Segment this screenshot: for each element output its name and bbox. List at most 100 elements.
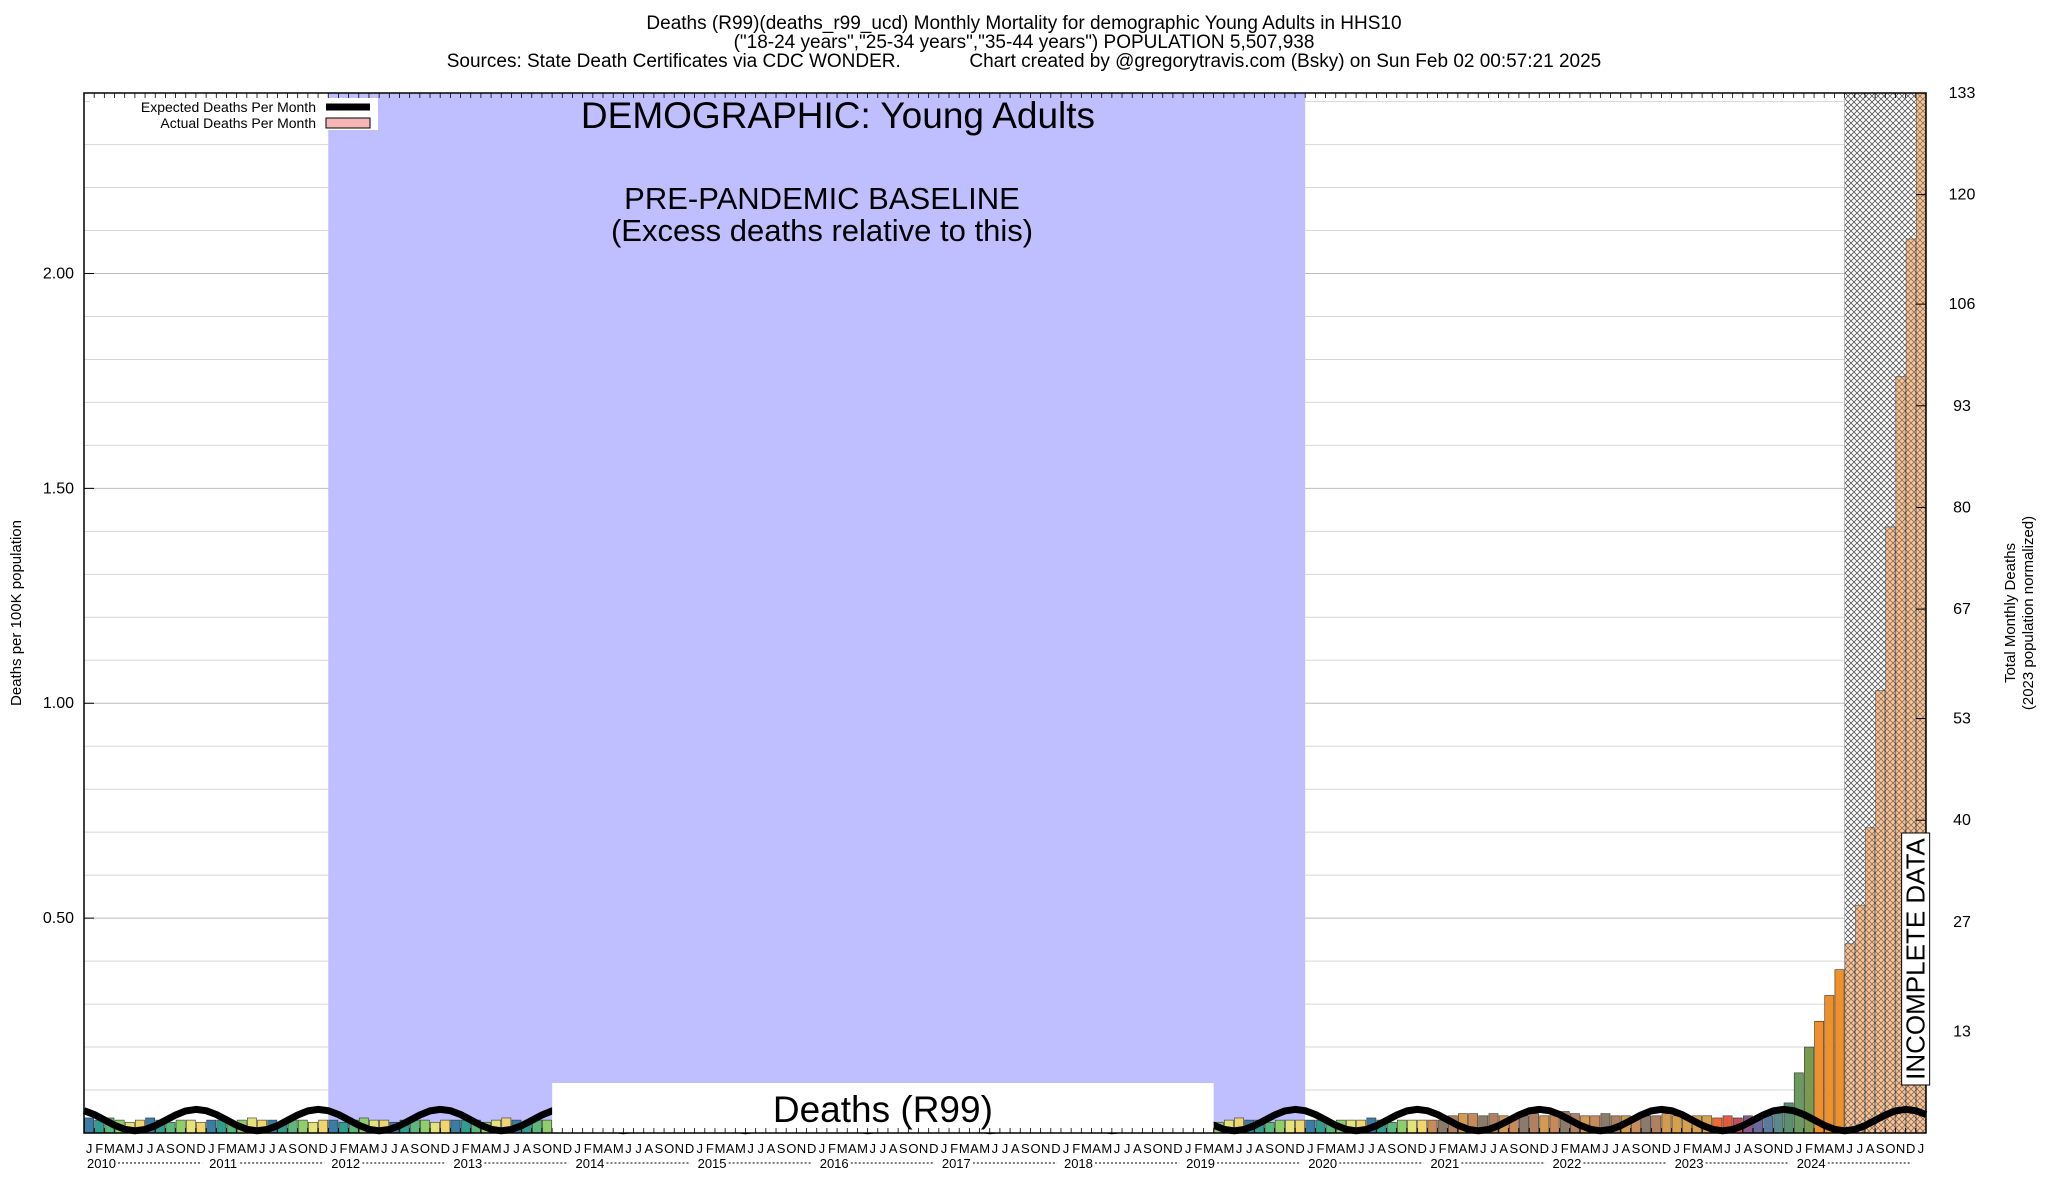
- year-label-bg: [1429, 1156, 1462, 1170]
- y2-tick-label: 40: [1953, 812, 1971, 829]
- chart-title: Deaths (R99)(deaths_r99_ucd) Monthly Mor…: [646, 13, 1402, 34]
- month-label: N: [430, 1141, 439, 1156]
- month-label: O: [664, 1141, 674, 1156]
- legend-expected-label: Expected Deaths Per Month: [141, 99, 316, 115]
- month-label: O: [1763, 1141, 1773, 1156]
- month-label: N: [553, 1141, 562, 1156]
- y2-tick-label: 133: [1949, 85, 1976, 102]
- month-label: O: [176, 1141, 186, 1156]
- month-label: N: [1407, 1141, 1416, 1156]
- month-label: M: [1203, 1141, 1214, 1156]
- data-bar-hatch: [1885, 527, 1895, 1133]
- y2-tick-label: 106: [1949, 296, 1976, 313]
- month-label: F: [1439, 1141, 1447, 1156]
- month-label: J: [147, 1141, 154, 1156]
- month-label: J: [635, 1141, 642, 1156]
- y2-axis-label: Total Monthly Deaths: [2002, 543, 2019, 683]
- month-label: A: [889, 1141, 898, 1156]
- baseline-band: [328, 93, 1306, 1133]
- legend-actual-swatch: [325, 117, 371, 129]
- data-bar: [1417, 1119, 1428, 1134]
- month-label: O: [1885, 1141, 1895, 1156]
- month-label: J: [1063, 1141, 1070, 1156]
- chart-titles: Deaths (R99)(deaths_r99_ucd) Monthly Mor…: [0, 14, 2048, 71]
- month-label: M: [857, 1141, 868, 1156]
- month-label: A: [1825, 1141, 1834, 1156]
- data-bar: [1671, 1115, 1682, 1134]
- month-label: J: [259, 1141, 266, 1156]
- year-label-bg: [1551, 1156, 1584, 1170]
- y2-tick-label: 93: [1953, 398, 1971, 415]
- data-bar: [165, 1121, 176, 1134]
- data-bar: [440, 1119, 451, 1134]
- month-label: O: [1153, 1141, 1163, 1156]
- month-label: J: [1612, 1141, 1619, 1156]
- month-label: D: [441, 1141, 450, 1156]
- month-label: N: [1041, 1141, 1050, 1156]
- month-label: J: [819, 1141, 826, 1156]
- month-label: J: [574, 1141, 581, 1156]
- month-label: O: [298, 1141, 308, 1156]
- data-bar-hatch: [1895, 376, 1906, 1133]
- month-label: J: [513, 1141, 520, 1156]
- month-label: S: [1632, 1141, 1641, 1156]
- month-label: M: [1590, 1141, 1601, 1156]
- month-label: J: [1918, 1141, 1925, 1156]
- data-bar-hatch: [1906, 239, 1916, 1133]
- month-label: J: [1602, 1141, 1609, 1156]
- month-label: J: [1002, 1141, 1009, 1156]
- month-label: A: [237, 1141, 246, 1156]
- month-label: A: [400, 1141, 409, 1156]
- month-label: N: [1285, 1141, 1294, 1156]
- data-bar: [430, 1121, 440, 1134]
- month-label: F: [340, 1141, 348, 1156]
- year-label: 2012: [331, 1156, 360, 1171]
- data-bar: [1274, 1119, 1285, 1134]
- y-tick-label: 2.00: [43, 265, 74, 282]
- month-label: N: [308, 1141, 317, 1156]
- month-label: F: [828, 1141, 836, 1156]
- data-bar: [338, 1121, 349, 1134]
- month-label: D: [563, 1141, 572, 1156]
- month-label: N: [186, 1141, 195, 1156]
- y2-tick-label: 120: [1949, 187, 1976, 204]
- data-bar-hatch: [1855, 905, 1865, 1133]
- data-bar: [1285, 1119, 1295, 1134]
- month-label: N: [1652, 1141, 1661, 1156]
- month-label: M: [1692, 1141, 1703, 1156]
- year-label-bg: [86, 1156, 118, 1170]
- month-label: J: [1724, 1141, 1731, 1156]
- month-label: S: [1754, 1141, 1763, 1156]
- month-label: J: [941, 1141, 948, 1156]
- y2-tick-label: 53: [1953, 711, 1971, 728]
- annotation-demographic: DEMOGRAPHIC: Young Adults: [581, 95, 1095, 136]
- data-bar: [175, 1119, 186, 1134]
- data-bar: [1641, 1115, 1652, 1134]
- month-label: N: [1529, 1141, 1538, 1156]
- month-label: J: [1358, 1141, 1365, 1156]
- y-tick-label: 0.50: [43, 910, 74, 927]
- month-label: M: [735, 1141, 746, 1156]
- month-label: J: [269, 1141, 276, 1156]
- month-label: S: [288, 1141, 297, 1156]
- chart-subtitle: ("18-24 years","25-34 years","35-44 year…: [733, 32, 1315, 53]
- month-label: F: [1194, 1141, 1202, 1156]
- month-label: M: [226, 1141, 237, 1156]
- year-label: 2013: [453, 1156, 482, 1171]
- data-bar-hatch: [1845, 943, 1855, 1133]
- annotation-baseline: PRE-PANDEMIC BASELINE: [624, 181, 1020, 216]
- month-label: S: [410, 1141, 419, 1156]
- month-label: D: [1295, 1141, 1304, 1156]
- year-label-bg: [452, 1156, 485, 1170]
- month-label: J: [137, 1141, 144, 1156]
- y2-tick-label: 27: [1953, 914, 1971, 931]
- year-label: 2017: [942, 1156, 971, 1171]
- month-label: S: [1265, 1141, 1274, 1156]
- month-label: A: [1866, 1141, 1875, 1156]
- data-bar: [1793, 1072, 1804, 1134]
- data-bar-hatch: [1865, 827, 1875, 1133]
- year-label: 2020: [1308, 1156, 1337, 1171]
- data-bar: [1814, 1020, 1825, 1134]
- month-label: M: [959, 1141, 970, 1156]
